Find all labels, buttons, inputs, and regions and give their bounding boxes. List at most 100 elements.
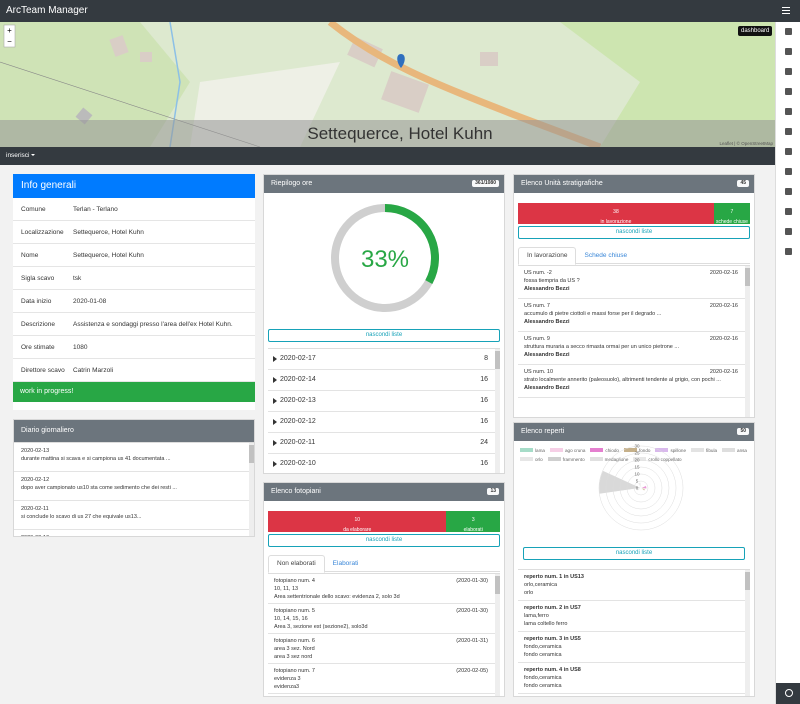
progress-bar: 38 in lavorazione 7 schede chiuse (518, 203, 750, 224)
map: + − Settequerce, Hotel Kuhn Leaflet | © … (0, 22, 775, 147)
days-list: 2020-02-17 8 2020-02-14 16 2020-02-13 16 2020-… (268, 348, 500, 473)
segment-label: in lavorazione (600, 219, 632, 224)
zoom-out[interactable]: − (7, 37, 12, 46)
scroll-thumb (249, 445, 254, 463)
ring-label: 0 (636, 486, 639, 491)
progress-bar: 10 da elaborare 3 elaborati (268, 511, 500, 532)
caret (273, 356, 277, 362)
diary-date: 2020-02-10 (21, 534, 247, 536)
info-row: Ore stimate 1080 (13, 336, 255, 359)
us-title-text: Elenco Unità stratigrafiche (521, 180, 603, 187)
legend-item: orlo (520, 455, 543, 464)
find-item: reperto num. 2 in US7 lama,ferro lama colt… (518, 601, 750, 632)
legend-label: lama (535, 448, 545, 453)
scroll-thumb (745, 572, 750, 590)
logout[interactable] (776, 683, 800, 704)
finds-title-text: Elenco reperti (521, 428, 565, 435)
info-row: Comune Terlan - Terlano (13, 198, 255, 221)
legend-item: lama (520, 446, 545, 455)
ring-label: 30 (634, 444, 640, 449)
legend-swatch (589, 457, 603, 461)
hide-lists[interactable]: nascondi liste (268, 534, 500, 547)
finds-card: Elenco reperti 5 0 lama ago cruna chiodo fond… (513, 422, 755, 697)
day-row[interactable]: 2020-02-12 16 (268, 412, 500, 433)
photoplan-name: fotopiano num. 5 (274, 608, 315, 614)
ring-label: 25 (634, 451, 640, 456)
ring-label: 5 (636, 479, 639, 484)
scrollbar (249, 443, 254, 536)
hide-lists[interactable]: nascondi liste (268, 329, 500, 342)
attribution: Leaflet | © OpenStreetMap (719, 140, 773, 146)
info-label: Comune (21, 205, 46, 213)
legend-item: ago cruna (549, 446, 585, 455)
diary-list: 2020-02-13 durante mattina si scava e si … (14, 442, 254, 536)
us-text: accumulo di pietre ciottoli e massi fors… (524, 311, 662, 317)
menu-toggle[interactable] (782, 7, 790, 14)
us-item: US num. 9 2020-02-16 struttura muraria a s… (518, 332, 750, 365)
tab[interactable]: Schede chiuse (584, 252, 628, 259)
day-row[interactable]: 2020-02-17 8 (268, 349, 500, 370)
us-text: fossa tiempria da US ? (524, 278, 580, 284)
find-text: fondo ceramica (524, 683, 562, 689)
info-label: Localizzazione (21, 228, 64, 236)
legend-label: frammento (562, 457, 585, 462)
info-row: Localizzazione Settequerce, Hotel Kuhn (13, 221, 255, 244)
photoplan-item: fotopiano num. 4 (2020-01-30) 10, 11, 13 Ar… (268, 574, 500, 604)
legend-swatch (520, 448, 533, 452)
day-row[interactable]: 2020-02-14 16 (268, 370, 500, 391)
caret (273, 419, 277, 425)
tab[interactable]: Non elaborati (268, 555, 325, 573)
info-row: Nome Settequerce, Hotel Kuhn (13, 244, 255, 267)
photoplan-date: (2020-01-30) (456, 608, 488, 614)
navbar: ArcTeam Manager (0, 0, 800, 22)
polar-chart: 0 5 10 15 20 25 30 (598, 444, 684, 531)
diary-entry: 2020-02-11 si conclude lo scavo di us 27 … (14, 501, 254, 530)
brand[interactable]: ArcTeam Manager (6, 5, 88, 16)
diary-date: 2020-02-11 (21, 506, 49, 512)
progress-segment: 10 da elaborare (268, 511, 447, 532)
us-title: Elenco Unità stratigrafiche 45 (514, 175, 754, 193)
find-text: fondo ceramica (524, 652, 562, 658)
grid-ring (605, 452, 677, 524)
photoplan-text: area 3 sez nord (274, 654, 313, 660)
day-hours: 8 (484, 355, 488, 362)
legend-label: chiodo (605, 448, 619, 453)
day-date: 2020-02-10 (280, 460, 316, 467)
hide-lists[interactable]: nascondi liste (518, 226, 750, 239)
photoplans-title-text: Elenco fotopiani (271, 488, 321, 495)
hide-lists[interactable]: nascondi liste (523, 547, 745, 560)
caret (273, 398, 277, 404)
info-value: Settequerce, Hotel Kuhn (73, 251, 144, 259)
us-name: US num. 9 (524, 336, 550, 342)
donut-arc (384, 204, 439, 285)
photoplan-date: (2020-02-05) (456, 668, 488, 674)
tab[interactable]: In lavorazione (518, 247, 577, 265)
ring-label: 15 (634, 465, 640, 470)
day-row[interactable]: 2020-02-10 16 (268, 454, 500, 473)
info-value: 2020-01-08 (73, 297, 107, 305)
diary-entry: 2020-02-10Oggi abbiamo esposto evidenza … (14, 530, 254, 536)
insert-menu[interactable]: inserisci (6, 152, 36, 159)
us-item: US num. 7 2020-02-16 accumulo di pietre ci… (518, 299, 750, 332)
tab[interactable]: Elaborati (332, 560, 359, 567)
photoplan-item: fotopiano num. 6 (2020-01-31) area 3 sez. … (268, 634, 500, 664)
grid-ring (619, 466, 663, 510)
grid-ring (626, 473, 656, 503)
day-row[interactable]: 2020-02-13 16 (268, 391, 500, 412)
legend-item: fibula (691, 446, 717, 455)
insert-label[interactable]: inserisci (6, 152, 30, 159)
tabs: Non elaborati Elaborati (268, 555, 500, 573)
info-value: tsk (73, 274, 82, 282)
day-row[interactable]: 2020-02-11 24 (268, 433, 500, 454)
legend-item: fondo (623, 446, 650, 455)
caret (273, 377, 277, 383)
zoom-in[interactable]: + (7, 26, 12, 35)
hours-badge: 361/1080 (472, 180, 499, 187)
grid-ring (612, 459, 670, 517)
diary-date: 2020-02-13 (21, 448, 50, 454)
us-name: US num. -2 (524, 270, 552, 276)
finds-list: reperto num. 1 in US13 orlo,ceramica orlo r… (518, 569, 750, 696)
donut: 33% (331, 204, 439, 312)
info-row: Descrizione Assistenza e sondaggi presso … (13, 313, 255, 336)
legend-swatch (722, 448, 736, 452)
